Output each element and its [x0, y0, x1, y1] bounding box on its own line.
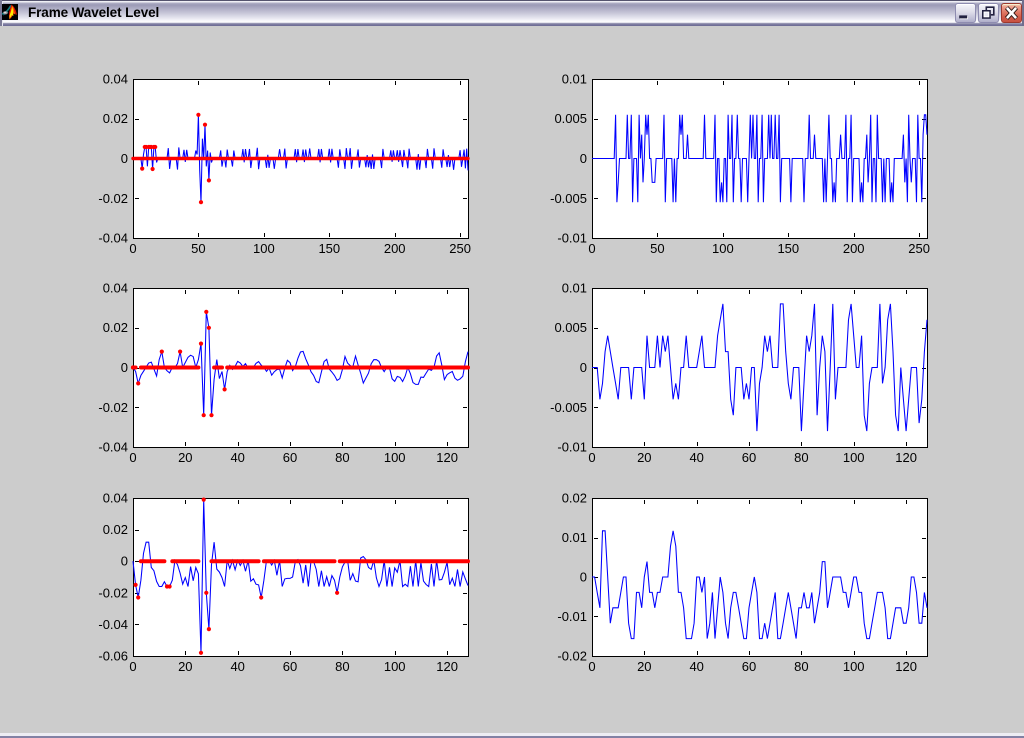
svg-text:50: 50 [191, 241, 205, 256]
svg-text:40: 40 [230, 659, 244, 674]
svg-text:100: 100 [843, 450, 865, 465]
svg-text:0: 0 [588, 450, 595, 465]
svg-text:120: 120 [436, 659, 458, 674]
svg-text:100: 100 [712, 241, 734, 256]
svg-text:-0.06: -0.06 [98, 649, 128, 664]
svg-text:0.02: 0.02 [562, 491, 587, 506]
svg-text:0: 0 [129, 241, 136, 256]
svg-text:0.01: 0.01 [562, 72, 587, 87]
svg-text:-0.005: -0.005 [550, 400, 587, 415]
svg-text:40: 40 [689, 659, 703, 674]
svg-text:0: 0 [588, 241, 595, 256]
svg-text:120: 120 [436, 450, 458, 465]
svg-text:0.005: 0.005 [554, 111, 587, 126]
svg-text:-0.04: -0.04 [98, 231, 128, 246]
svg-text:0.04: 0.04 [103, 72, 128, 87]
svg-text:-0.02: -0.02 [98, 585, 128, 600]
svg-text:0: 0 [129, 450, 136, 465]
svg-text:150: 150 [318, 241, 340, 256]
svg-text:20: 20 [178, 450, 192, 465]
svg-text:0: 0 [580, 570, 587, 585]
svg-text:-0.04: -0.04 [98, 617, 128, 632]
svg-text:0.02: 0.02 [103, 111, 128, 126]
svg-text:0.01: 0.01 [562, 530, 587, 545]
svg-text:60: 60 [742, 450, 756, 465]
svg-text:-0.02: -0.02 [557, 649, 587, 664]
svg-text:-0.01: -0.01 [557, 609, 587, 624]
svg-text:120: 120 [895, 659, 917, 674]
svg-text:200: 200 [843, 241, 865, 256]
svg-text:0.005: 0.005 [554, 320, 587, 335]
svg-text:0.02: 0.02 [103, 320, 128, 335]
svg-text:0.04: 0.04 [103, 281, 128, 296]
svg-text:20: 20 [178, 659, 192, 674]
svg-text:0: 0 [129, 659, 136, 674]
svg-text:-0.04: -0.04 [98, 440, 128, 455]
svg-text:80: 80 [794, 450, 808, 465]
svg-text:0.01: 0.01 [562, 281, 587, 296]
svg-text:0: 0 [580, 151, 587, 166]
svg-text:100: 100 [843, 659, 865, 674]
svg-text:-0.01: -0.01 [557, 440, 587, 455]
svg-text:100: 100 [384, 450, 406, 465]
svg-text:60: 60 [283, 659, 297, 674]
svg-text:50: 50 [650, 241, 664, 256]
svg-text:20: 20 [637, 450, 651, 465]
svg-text:40: 40 [230, 450, 244, 465]
svg-text:80: 80 [794, 659, 808, 674]
svg-text:250: 250 [908, 241, 930, 256]
svg-text:0.04: 0.04 [103, 491, 128, 506]
svg-text:0: 0 [121, 360, 128, 375]
svg-text:80: 80 [335, 659, 349, 674]
svg-text:0: 0 [580, 360, 587, 375]
svg-text:60: 60 [742, 659, 756, 674]
svg-text:150: 150 [777, 241, 799, 256]
svg-text:200: 200 [384, 241, 406, 256]
svg-text:100: 100 [384, 659, 406, 674]
svg-text:100: 100 [253, 241, 275, 256]
svg-text:-0.02: -0.02 [98, 400, 128, 415]
svg-text:-0.02: -0.02 [98, 191, 128, 206]
svg-text:40: 40 [689, 450, 703, 465]
svg-text:0.02: 0.02 [103, 522, 128, 537]
svg-text:0: 0 [121, 151, 128, 166]
svg-text:120: 120 [895, 450, 917, 465]
svg-text:0: 0 [588, 659, 595, 674]
svg-text:60: 60 [283, 450, 297, 465]
svg-text:80: 80 [335, 450, 349, 465]
svg-text:0: 0 [121, 554, 128, 569]
svg-text:-0.01: -0.01 [557, 231, 587, 246]
svg-text:20: 20 [637, 659, 651, 674]
svg-text:-0.005: -0.005 [550, 191, 587, 206]
svg-text:250: 250 [449, 241, 471, 256]
